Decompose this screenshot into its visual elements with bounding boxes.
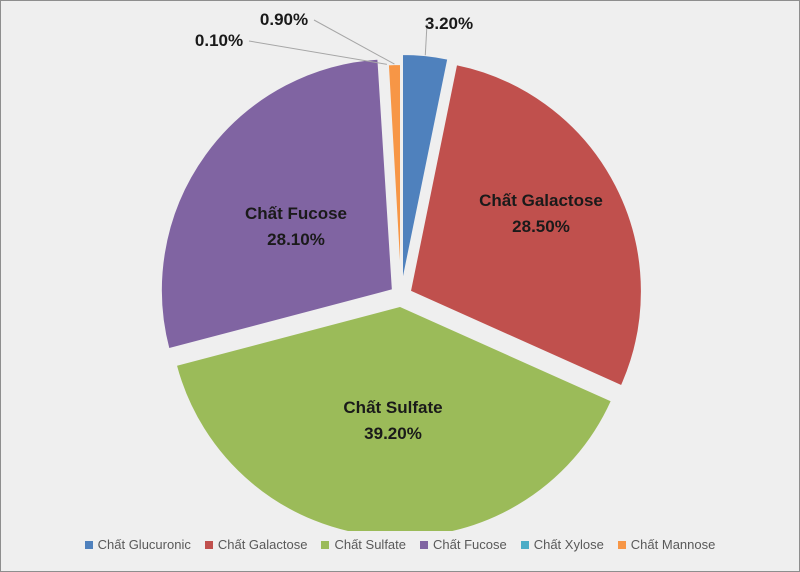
leader-line-chat-xylose: [248, 40, 388, 65]
pie-slice-chat-glucuronic: [401, 53, 450, 287]
legend-swatch: [617, 540, 626, 549]
pie-slice-chat-mannose: [386, 62, 402, 297]
legend-label: Chất Sulfate: [334, 537, 406, 552]
legend-item-chat-sulfate: Chất Sulfate: [321, 537, 406, 552]
slice-label-chat-mannose: 0.90%: [260, 10, 308, 29]
pie-slice-chat-sulfate: [174, 304, 614, 531]
legend-swatch: [204, 540, 213, 549]
legend-swatch: [84, 540, 93, 549]
slice-label-chat-xylose: 0.10%: [195, 31, 243, 50]
leader-line-chat-mannose: [313, 19, 395, 65]
legend-swatch: [321, 540, 330, 549]
slice-label-chat-galactose: Chất Galactose 28.50%: [479, 191, 603, 236]
pie-chart: 3.20% Chất Galactose 28.50% Chất Sulfate 39.…: [159, 10, 643, 531]
legend-label: Chất Galactose: [217, 537, 308, 552]
legend-swatch: [520, 540, 529, 549]
legend-label: Chất Glucuronic: [97, 537, 191, 552]
legend-swatch: [420, 540, 428, 549]
slice-label-chat-fucose: Chất Fucose 28.10%: [245, 204, 347, 249]
pie-slice-chat-fucose: [159, 57, 394, 351]
legend-item-chat-xylose: Chất Xylose: [520, 537, 604, 552]
pie-slice-chat-galactose: [408, 62, 643, 388]
legend-item-chat-fucose: Chất Fucose: [420, 537, 507, 552]
leader-line-chat-glucuronic: [424, 23, 428, 56]
chart-legend: Chất Glucuronic Chất Galactose Chất Sulfat…: [1, 537, 799, 552]
legend-item-chat-glucuronic: Chất Glucuronic: [84, 537, 191, 552]
legend-label: Chất Mannose: [630, 537, 716, 552]
legend-item-chat-galactose: Chất Galactose: [204, 537, 308, 552]
slice-label-chat-sulfate: Chất Sulfate 39.20%: [343, 398, 442, 443]
legend-label: Chất Xylose: [533, 537, 604, 552]
legend-label: Chất Fucose: [433, 537, 507, 552]
slice-label-chat-glucuronic: 3.20%: [425, 14, 473, 33]
legend-item-chat-mannose: Chất Mannose: [617, 537, 716, 552]
